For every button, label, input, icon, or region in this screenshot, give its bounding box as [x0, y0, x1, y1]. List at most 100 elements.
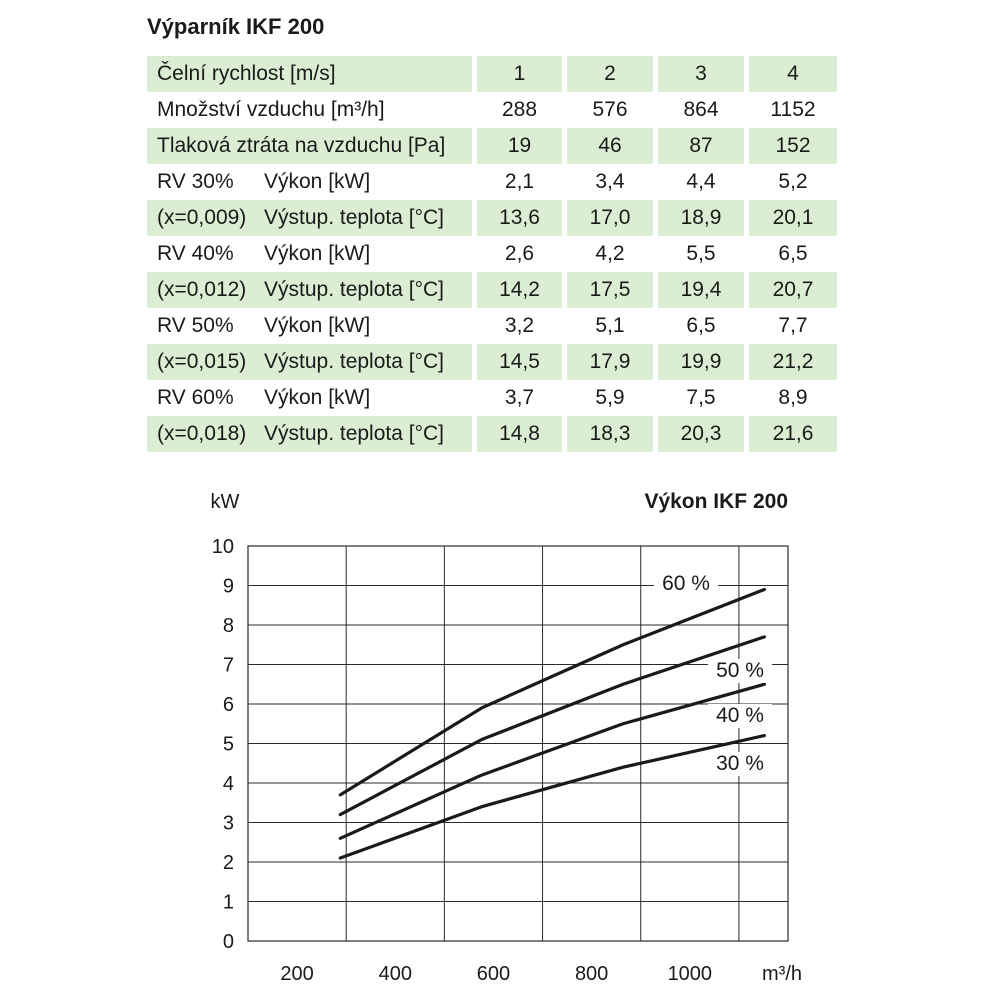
table-cell: 288 [501, 98, 538, 121]
series-label: 30 % [716, 752, 764, 775]
cell-gap [472, 200, 477, 236]
series-label: 50 % [716, 659, 764, 682]
row-quantity-label: Výstup. teplota [°C] [264, 416, 472, 452]
y-tick-label: 2 [223, 852, 234, 874]
y-axis-label: kW [211, 491, 240, 513]
cell-gap [562, 416, 567, 452]
row-quantity-label: Výkon [kW] [264, 242, 371, 265]
series-label-bg [708, 752, 772, 776]
row-group-label: RV 40% [157, 242, 234, 265]
table-cell: 14,8 [477, 416, 562, 452]
table-cell: 5,2 [778, 170, 808, 193]
table-cell: 4 [749, 56, 837, 92]
row-quantity-label: Výkon [kW] [264, 386, 371, 409]
y-tick-label: 6 [223, 694, 234, 716]
series-label-bg [708, 704, 772, 728]
cell-gap [744, 272, 749, 308]
row-group-label: RV 50% [157, 314, 234, 337]
cell-gap [653, 56, 658, 92]
evaporator-table: Čelní rychlost [m/s] 1 2 3 4 Množství vzduchu… [147, 56, 837, 452]
table-cell: 3,2 [504, 314, 535, 337]
table-cell: 7,5 [686, 386, 716, 409]
cell-gap [472, 128, 477, 164]
x-tick-label: 200 [280, 963, 313, 985]
series-line [338, 682, 767, 840]
table-cell: 5,5 [686, 242, 716, 265]
table-row: (x=0,009) Výstup. teplota [°C] 13,6 17,0 18,… [147, 200, 837, 236]
table-row: RV 50% Výkon [kW] 3,2 5,1 6,5 7,7 [147, 308, 837, 344]
cell-gap [562, 128, 567, 164]
table-cell: 5,1 [595, 314, 625, 337]
row-label: Čelní rychlost [m/s] [147, 56, 472, 92]
x-tick-label: 1000 [668, 963, 713, 985]
table-cell: 17,0 [567, 200, 653, 236]
table-cell: 576 [592, 98, 628, 121]
cell-gap [653, 380, 658, 416]
row-quantity-label: Výstup. teplota [°C] [264, 200, 472, 236]
chart-grid [248, 546, 788, 941]
row-quantity-label: Výstup. teplota [°C] [264, 344, 472, 380]
table-cell: 1 [477, 56, 562, 92]
x-tick-label: 600 [477, 963, 510, 985]
power-chart: 0 1 2 3 4 5 6 7 8 9 10 200 400 600 800 1000 60 % 50 % 40 %… [211, 490, 802, 985]
table-cell: 46 [567, 128, 653, 164]
table-row: Čelní rychlost [m/s] 1 2 3 4 [147, 56, 837, 92]
x-tick-label: 400 [379, 963, 412, 985]
cell-gap [562, 380, 567, 416]
y-tick-label: 7 [223, 655, 234, 677]
cell-gap [744, 164, 749, 200]
table-cell: 18,3 [567, 416, 653, 452]
table-row: Množství vzduchu [m³/h] 288 576 864 1152 [147, 92, 837, 128]
cell-gap [562, 344, 567, 380]
cell-gap [653, 92, 658, 128]
cell-gap [562, 308, 567, 344]
table-row: RV 60% Výkon [kW] 3,7 5,9 7,5 8,9 [147, 380, 837, 416]
y-tick-label: 8 [223, 615, 234, 637]
cell-gap [472, 380, 477, 416]
cell-gap [744, 380, 749, 416]
table-cell: 7,7 [778, 314, 808, 337]
cell-gap [653, 344, 658, 380]
series-label: 60 % [662, 572, 710, 595]
table-cell: 6,5 [686, 314, 716, 337]
series-label-bg [654, 572, 718, 596]
cell-gap [472, 416, 477, 452]
table-cell: 4,2 [595, 242, 625, 265]
row-group-label: (x=0,018) [147, 416, 264, 452]
row-group-label: (x=0,012) [147, 272, 264, 308]
cell-gap [472, 308, 477, 344]
y-tick-label: 1 [223, 892, 234, 914]
cell-gap [562, 200, 567, 236]
y-tick-label: 9 [223, 576, 234, 598]
y-tick-label: 4 [223, 773, 234, 795]
cell-gap [472, 164, 477, 200]
cell-gap [472, 92, 477, 128]
table-cell: 14,2 [477, 272, 562, 308]
y-tick-label: 3 [223, 813, 234, 835]
table-cell: 20,3 [658, 416, 744, 452]
cell-gap [744, 128, 749, 164]
cell-gap [744, 56, 749, 92]
row-quantity-label: Výkon [kW] [264, 314, 371, 337]
table-cell: 864 [683, 98, 719, 121]
cell-gap [653, 128, 658, 164]
cell-gap [653, 236, 658, 272]
table-row: RV 40% Výkon [kW] 2,6 4,2 5,5 6,5 [147, 236, 837, 272]
row-quantity-label: Výstup. teplota [°C] [264, 272, 472, 308]
table-row: (x=0,015) Výstup. teplota [°C] 14,5 17,9 19,… [147, 344, 837, 380]
table-cell: 2 [567, 56, 653, 92]
table-cell: 19,9 [658, 344, 744, 380]
series-label-bg [708, 659, 772, 683]
table-cell: 4,4 [686, 170, 716, 193]
chart-title: Výkon IKF 200 [644, 490, 788, 513]
table-row: RV 30% Výkon [kW] 2,1 3,4 4,4 5,2 [147, 164, 837, 200]
table-cell: 8,9 [778, 386, 808, 409]
row-group-label: RV 60% [157, 386, 234, 409]
series-line [338, 734, 767, 860]
series-line [338, 635, 767, 817]
row-group-label: (x=0,015) [147, 344, 264, 380]
cell-gap [562, 236, 567, 272]
table-title: Výparník IKF 200 [147, 14, 325, 39]
table-cell: 17,5 [567, 272, 653, 308]
x-tick-label: 800 [575, 963, 608, 985]
